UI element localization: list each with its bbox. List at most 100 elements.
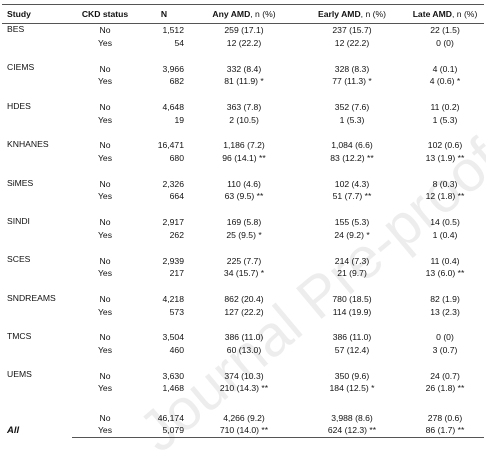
ckd-status: Yes [97,306,113,317]
ckd-status: No [99,412,111,423]
late-amd: 26 (1.8) ** [425,383,465,394]
any-amd: 363 (7.8) [226,102,262,113]
data-row: Yes 680 96 (14.1) ** 83 (12.2) ** 13 (1.9) *… [2,152,484,165]
n-count: 4,218 [162,293,184,304]
spacer-cell [2,356,484,369]
n-count: 664 [169,191,184,202]
any-amd: 60 (13.0) [226,344,262,355]
any-amd: 12 (22.2) [226,37,262,48]
data-row: Yes 682 81 (11.9) * 77 (11.3) * 4 (0.6) * [2,75,484,88]
study-name: HDES [7,100,31,111]
early-amd: 24 (9.2) * [334,229,370,240]
ckd-status: No [99,332,111,343]
study-name: All [7,425,20,437]
any-amd: 1,186 (7.2) [223,140,265,151]
column-header: CKD status [72,4,138,24]
spacer-cell [2,164,484,177]
late-amd: 13 (6.0) ** [425,268,465,279]
spacer-row [2,318,484,331]
spacer-row [2,203,484,216]
any-amd: 34 (15.7) * [223,268,265,279]
data-row: Yes 664 63 (9.5) ** 51 (7.7) ** 12 (1.8) ** [2,190,484,203]
ckd-status: Yes [72,424,138,438]
spacer-row [2,88,484,101]
data-row: SiMES No 2,326 110 (4.6) 102 (4.3) 8 (0.3) [2,178,484,191]
header-label: N [160,9,168,19]
study-name: UEMS [7,369,32,380]
any-amd: 4,266 (9.2) [223,412,265,423]
ckd-status: No [99,25,111,36]
data-row: BES No 1,512 259 (17.1) 237 (15.7) 22 (1.5) [2,24,484,37]
n-count: 3,966 [162,63,184,74]
study-name: CIEMS [7,62,35,73]
late-amd: 24 (0.7) [430,370,460,381]
late-amd: 8 (0.3) [432,178,458,189]
early-amd: 1,084 (6.6) [331,140,373,151]
ckd-status: Yes [97,153,113,164]
any-amd: 259 (17.1) [224,25,264,36]
n-count: 217 [169,268,184,279]
ckd-status: No [99,140,111,151]
early-amd: 83 (12.2) ** [330,153,374,164]
ckd-status: No [99,63,111,74]
late-amd: 82 (1.9) [430,293,460,304]
data-row: Yes 54 12 (22.2) 12 (22.2) 0 (0) [2,37,484,50]
n-count: 2,326 [162,178,184,189]
data-row: TMCS No 3,504 386 (11.0) 386 (11.0) 0 (0) [2,331,484,344]
column-header: Any AMD, n (%) [190,4,298,24]
column-header: Late AMD, n (%) [406,4,484,24]
spacer-cell [2,49,484,62]
data-row: UEMS No 3,630 374 (10.3) 350 (9.6) 24 (0.7) [2,369,484,382]
spacer-cell [2,241,484,254]
any-amd: 63 (9.5) ** [224,191,264,202]
ckd-status: Yes [97,76,113,87]
n-count: 1,512 [162,25,184,36]
ckd-status: Yes [97,229,113,240]
spacer-row [2,279,484,292]
data-row: Yes 262 25 (9.5) * 24 (9.2) * 1 (0.4) [2,228,484,241]
early-amd: 51 (7.7) ** [332,191,372,202]
spacer-cell [2,88,484,101]
early-amd: 155 (5.3) [334,217,370,228]
data-row: CIEMS No 3,966 332 (8.4) 328 (8.3) 4 (0.1) [2,62,484,75]
n-count: 682 [169,76,184,87]
ckd-status: No [99,178,111,189]
ckd-status: No [99,255,111,266]
n-count: 460 [169,344,184,355]
data-row: All No 46,174 4,266 (9.2) 3,988 (8.6) 278 (0.… [2,412,484,436]
study-name: SiMES [7,177,34,188]
ckd-status: No [99,102,111,113]
early-amd: 352 (7.6) [334,102,370,113]
any-amd: 96 (14.1) ** [222,153,266,164]
n-count: 2,939 [162,255,184,266]
n-count: 262 [169,229,184,240]
ckd-status: Yes [97,37,113,48]
spacer-row [2,49,484,62]
n-count: 3,504 [162,332,184,343]
any-amd: 374 (10.3) [224,370,264,381]
n-count: 19 [174,114,184,125]
ckd-status: No [99,217,111,228]
late-amd: 22 (1.5) [430,25,460,36]
late-amd: 1 (0.4) [432,229,458,240]
data-row: Yes 217 34 (15.7) * 21 (9.7) 13 (6.0) ** [2,267,484,280]
data-row: Yes 573 127 (22.2) 114 (19.9) 13 (2.3) [2,305,484,318]
data-row: SINDI No 2,917 169 (5.8) 155 (5.3) 14 (0.5) [2,216,484,229]
study-name: TMCS [7,331,32,341]
n-count: 1,468 [162,383,184,394]
data-row: Yes 1,468 210 (14.3) ** 184 (12.5) * 26 (1.8… [2,382,484,395]
ckd-status: Yes [97,344,113,355]
header-label: Late AMD [412,9,452,19]
late-amd: 278 (0.6) [427,412,463,423]
study-name: SCES [7,254,31,265]
any-amd: 127 (22.2) [224,306,264,317]
early-amd: 350 (9.6) [334,370,370,381]
data-row: Yes 19 2 (10.5) 1 (5.3) 1 (5.3) [2,113,484,126]
n-count: 3,630 [162,370,184,381]
late-amd: 11 (0.2) [430,102,460,113]
n-count: 680 [169,153,184,164]
any-amd: 225 (7.7) [226,255,262,266]
header-row: Study CKD status N Any AMD, n (%) Early AMD,… [2,4,484,24]
header-label: Study [7,9,31,19]
